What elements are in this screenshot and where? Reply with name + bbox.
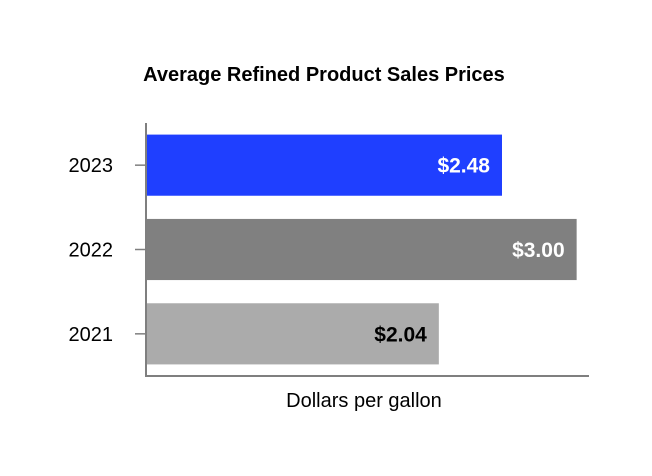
- x-axis-label: Dollars per gallon: [286, 390, 442, 412]
- bars-group: [146, 134, 577, 365]
- bar-2021: [146, 303, 439, 365]
- value-label-2021: $2.04: [374, 323, 427, 346]
- y-tick-label-2023: 2023: [69, 155, 114, 177]
- y-tick-labels: 2023 2022 2021: [69, 155, 114, 346]
- y-tick-label-2022: 2022: [69, 240, 114, 262]
- y-tick-marks: [135, 164, 146, 335]
- value-label-2022: $3.00: [512, 239, 565, 262]
- bar-2022: [146, 218, 577, 281]
- chart-title: Average Refined Product Sales Prices: [143, 64, 505, 86]
- value-label-2023: $2.48: [437, 155, 490, 178]
- value-labels: $2.48 $3.00 $2.04: [374, 155, 564, 347]
- y-tick-label-2021: 2021: [69, 324, 114, 346]
- bar-2023: [146, 134, 502, 196]
